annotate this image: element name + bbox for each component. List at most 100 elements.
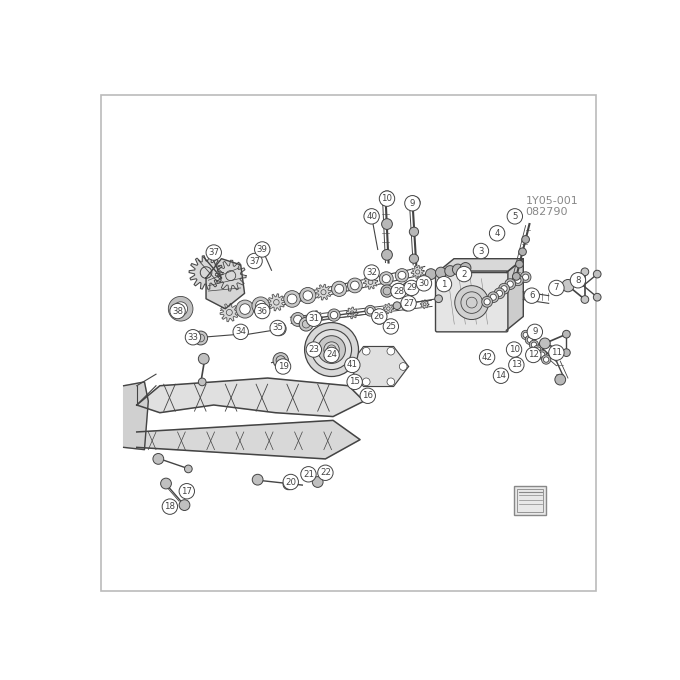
Polygon shape <box>437 258 524 273</box>
Circle shape <box>543 357 549 362</box>
Circle shape <box>364 265 379 280</box>
Circle shape <box>256 301 266 311</box>
Circle shape <box>409 254 419 263</box>
Circle shape <box>513 275 524 286</box>
Circle shape <box>526 347 541 362</box>
Circle shape <box>535 347 541 352</box>
Polygon shape <box>346 307 358 319</box>
Circle shape <box>437 276 452 292</box>
Circle shape <box>324 342 339 357</box>
Circle shape <box>252 475 263 485</box>
Circle shape <box>484 299 490 305</box>
Text: 3: 3 <box>478 247 483 256</box>
Text: 5: 5 <box>512 212 517 221</box>
Text: 33: 33 <box>188 333 199 342</box>
Text: 11: 11 <box>551 348 562 357</box>
Text: 18: 18 <box>165 502 175 511</box>
Circle shape <box>515 277 521 284</box>
Text: 27: 27 <box>403 299 414 308</box>
Circle shape <box>404 280 420 296</box>
Text: 7: 7 <box>554 284 559 292</box>
Bar <box>514 486 547 515</box>
Text: 31: 31 <box>308 314 320 323</box>
Circle shape <box>184 465 192 473</box>
Text: 19: 19 <box>277 362 288 371</box>
Circle shape <box>362 347 370 355</box>
Circle shape <box>381 219 392 229</box>
Circle shape <box>160 478 171 489</box>
Text: 41: 41 <box>347 360 358 369</box>
Circle shape <box>324 347 339 362</box>
Circle shape <box>527 337 532 343</box>
Circle shape <box>393 302 401 309</box>
Circle shape <box>522 235 530 243</box>
Polygon shape <box>507 258 524 330</box>
Circle shape <box>452 264 463 275</box>
Circle shape <box>522 274 528 280</box>
Circle shape <box>527 324 543 339</box>
Circle shape <box>533 345 543 354</box>
Circle shape <box>303 291 313 301</box>
Circle shape <box>537 350 547 359</box>
Circle shape <box>456 267 472 282</box>
Polygon shape <box>137 420 360 459</box>
Circle shape <box>513 273 520 280</box>
Circle shape <box>170 303 185 319</box>
Circle shape <box>240 304 250 314</box>
Circle shape <box>498 284 509 294</box>
Text: 36: 36 <box>257 307 268 316</box>
Circle shape <box>519 248 526 256</box>
Circle shape <box>494 288 505 299</box>
Polygon shape <box>216 260 246 291</box>
Circle shape <box>173 302 188 316</box>
Circle shape <box>409 227 419 237</box>
Text: 38: 38 <box>172 307 183 316</box>
Circle shape <box>169 296 193 321</box>
Circle shape <box>360 388 375 403</box>
Circle shape <box>294 316 302 324</box>
Circle shape <box>594 270 601 278</box>
Circle shape <box>555 374 566 385</box>
Circle shape <box>435 267 446 278</box>
Circle shape <box>496 290 503 296</box>
Circle shape <box>284 290 301 307</box>
Polygon shape <box>411 265 424 278</box>
Polygon shape <box>316 284 331 300</box>
Circle shape <box>594 293 601 301</box>
Circle shape <box>306 342 322 357</box>
Circle shape <box>507 342 522 357</box>
Circle shape <box>381 285 393 297</box>
Circle shape <box>179 500 190 511</box>
Circle shape <box>347 278 362 293</box>
Text: 40: 40 <box>366 212 377 221</box>
Circle shape <box>490 294 496 301</box>
Text: 10: 10 <box>381 194 392 203</box>
Circle shape <box>505 279 515 290</box>
Circle shape <box>426 269 437 279</box>
Circle shape <box>490 226 505 241</box>
Circle shape <box>247 254 262 269</box>
Text: 32: 32 <box>366 268 377 277</box>
Circle shape <box>328 309 340 321</box>
Circle shape <box>199 354 209 364</box>
Text: 14: 14 <box>496 371 507 380</box>
Circle shape <box>531 342 537 347</box>
Polygon shape <box>268 294 285 311</box>
Circle shape <box>379 191 394 206</box>
Text: 39: 39 <box>257 245 268 254</box>
Text: 25: 25 <box>386 322 396 331</box>
Circle shape <box>562 279 574 292</box>
Circle shape <box>299 317 313 331</box>
Text: 6: 6 <box>529 291 534 300</box>
Circle shape <box>455 286 489 320</box>
Circle shape <box>416 275 432 291</box>
Circle shape <box>529 340 539 350</box>
Circle shape <box>402 302 411 311</box>
Circle shape <box>318 336 345 363</box>
Circle shape <box>395 269 409 282</box>
Polygon shape <box>220 303 239 322</box>
Circle shape <box>460 262 471 273</box>
Circle shape <box>445 266 456 276</box>
Circle shape <box>404 303 409 309</box>
Circle shape <box>387 347 394 355</box>
